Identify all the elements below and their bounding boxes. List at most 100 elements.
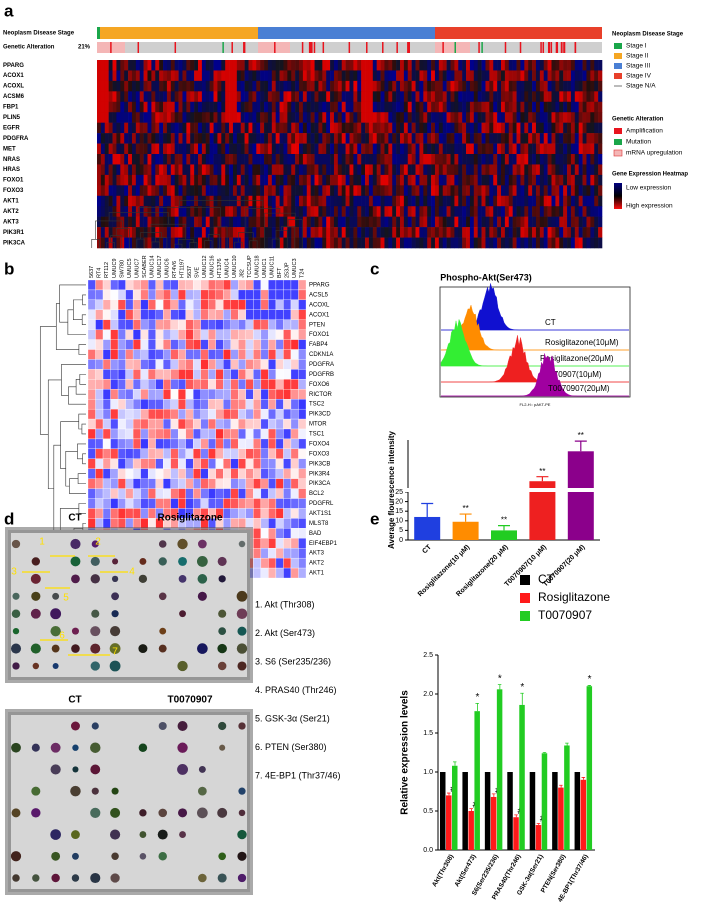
heatmap-cell (185, 309, 194, 320)
heatmap-cell (400, 122, 405, 134)
heatmap-cell (163, 101, 168, 113)
heatmap-cell (163, 227, 168, 238)
heatmap-cell (330, 80, 335, 92)
heatmap-cell (368, 122, 374, 134)
heatmap-cell (555, 70, 560, 82)
heatmap-cell (299, 143, 304, 155)
heatmap-cell (547, 112, 552, 123)
blot-spot (32, 874, 40, 882)
heatmap-cell (267, 101, 273, 113)
heatmap-cell (462, 101, 467, 113)
heatmap-cell (512, 101, 517, 113)
heatmap-cell (528, 133, 533, 144)
heatmap-cell (200, 319, 209, 330)
row-label: EIF4EBP1 (309, 541, 338, 547)
heatmap-cell (446, 227, 451, 238)
heatmap-cell (190, 91, 195, 103)
heatmap-cell (473, 195, 478, 207)
error-bar (520, 692, 524, 705)
heatmap-cell (450, 122, 455, 134)
heatmap-cell (268, 518, 277, 529)
heatmap-cell (124, 216, 129, 228)
blot-title: CT (68, 513, 81, 524)
heatmap-cell (170, 498, 179, 509)
heatmap-cell (578, 154, 583, 165)
heatmap-cell (182, 164, 187, 176)
blot-spot (218, 721, 227, 731)
heatmap-cell (200, 498, 209, 509)
blot-spot (197, 643, 208, 654)
bar (491, 530, 517, 540)
heatmap-cell (125, 329, 134, 340)
blot-spot (71, 627, 79, 635)
heatmap-cell (330, 195, 335, 207)
heatmap-cell (170, 289, 179, 301)
heatmap-cell (147, 237, 152, 249)
heatmap-cell (139, 216, 144, 228)
heatmap-cell (117, 478, 126, 489)
heatmap-cell (253, 418, 262, 430)
heatmap-cell (493, 185, 498, 197)
heatmap-cell (155, 468, 164, 479)
heatmap-cell (120, 154, 125, 165)
gene-label: PIK3CA (3, 240, 26, 246)
heatmap-cell (283, 508, 292, 519)
heatmap-cell (151, 164, 156, 176)
heatmap-cell (551, 70, 556, 82)
heatmap-cell (271, 174, 276, 186)
heatmap-cell (139, 112, 144, 123)
heatmap-cell (268, 478, 277, 489)
heatmap-cell (230, 329, 239, 340)
heatmap-cell (524, 122, 529, 134)
heatmap-cell (504, 206, 510, 217)
heatmap-cell (260, 548, 269, 559)
blot-spot (198, 786, 207, 796)
heatmap-cell (578, 216, 583, 228)
heatmap-cell (100, 112, 106, 123)
heatmap-cell (341, 154, 346, 165)
heatmap-cell (186, 101, 191, 113)
heatmap-cell (368, 143, 374, 155)
heatmap-cell (407, 70, 412, 82)
blot-spot (217, 807, 228, 818)
heatmap-cell (238, 349, 247, 360)
heatmap-cell (504, 227, 510, 238)
heatmap-cell (112, 70, 117, 82)
heatmap-cell (260, 112, 265, 123)
heatmap-cell (221, 60, 226, 71)
heatmap-cell (555, 80, 560, 92)
heatmap-cell (102, 339, 111, 350)
heatmap-cell (547, 154, 552, 165)
heatmap-cell (178, 488, 186, 499)
heatmap-cell (384, 60, 389, 71)
heatmap-cell (108, 70, 113, 82)
error-bar (491, 793, 496, 797)
heatmap-cell (198, 164, 203, 176)
heatmap-cell (104, 122, 109, 134)
heatmap-cell (586, 80, 591, 92)
heatmap-cell (139, 122, 144, 134)
heatmap-cell (388, 206, 393, 217)
heatmap-cell (125, 478, 134, 489)
bar (529, 772, 536, 850)
heatmap-cell (535, 216, 541, 228)
heatmap-cell (477, 164, 482, 176)
heatmap-cell (598, 185, 603, 197)
heatmap-cell (208, 408, 216, 420)
heatmap-cell (215, 478, 224, 489)
heatmap-cell (508, 80, 513, 92)
blot-spot (109, 643, 121, 654)
heatmap-cell (388, 91, 393, 103)
heatmap-cell (215, 369, 224, 380)
heatmap-cell (87, 488, 96, 499)
heatmap-cell (238, 518, 247, 529)
heatmap-cell (450, 112, 455, 123)
heatmap-cell (290, 399, 299, 410)
heatmap-cell (528, 174, 533, 186)
heatmap-cell (190, 133, 195, 144)
row-label: AKT2 (309, 561, 325, 567)
heatmap-cell (253, 498, 262, 509)
heatmap-cell (221, 154, 226, 165)
heatmap-cell (283, 227, 288, 238)
heatmap-cell (598, 91, 603, 103)
